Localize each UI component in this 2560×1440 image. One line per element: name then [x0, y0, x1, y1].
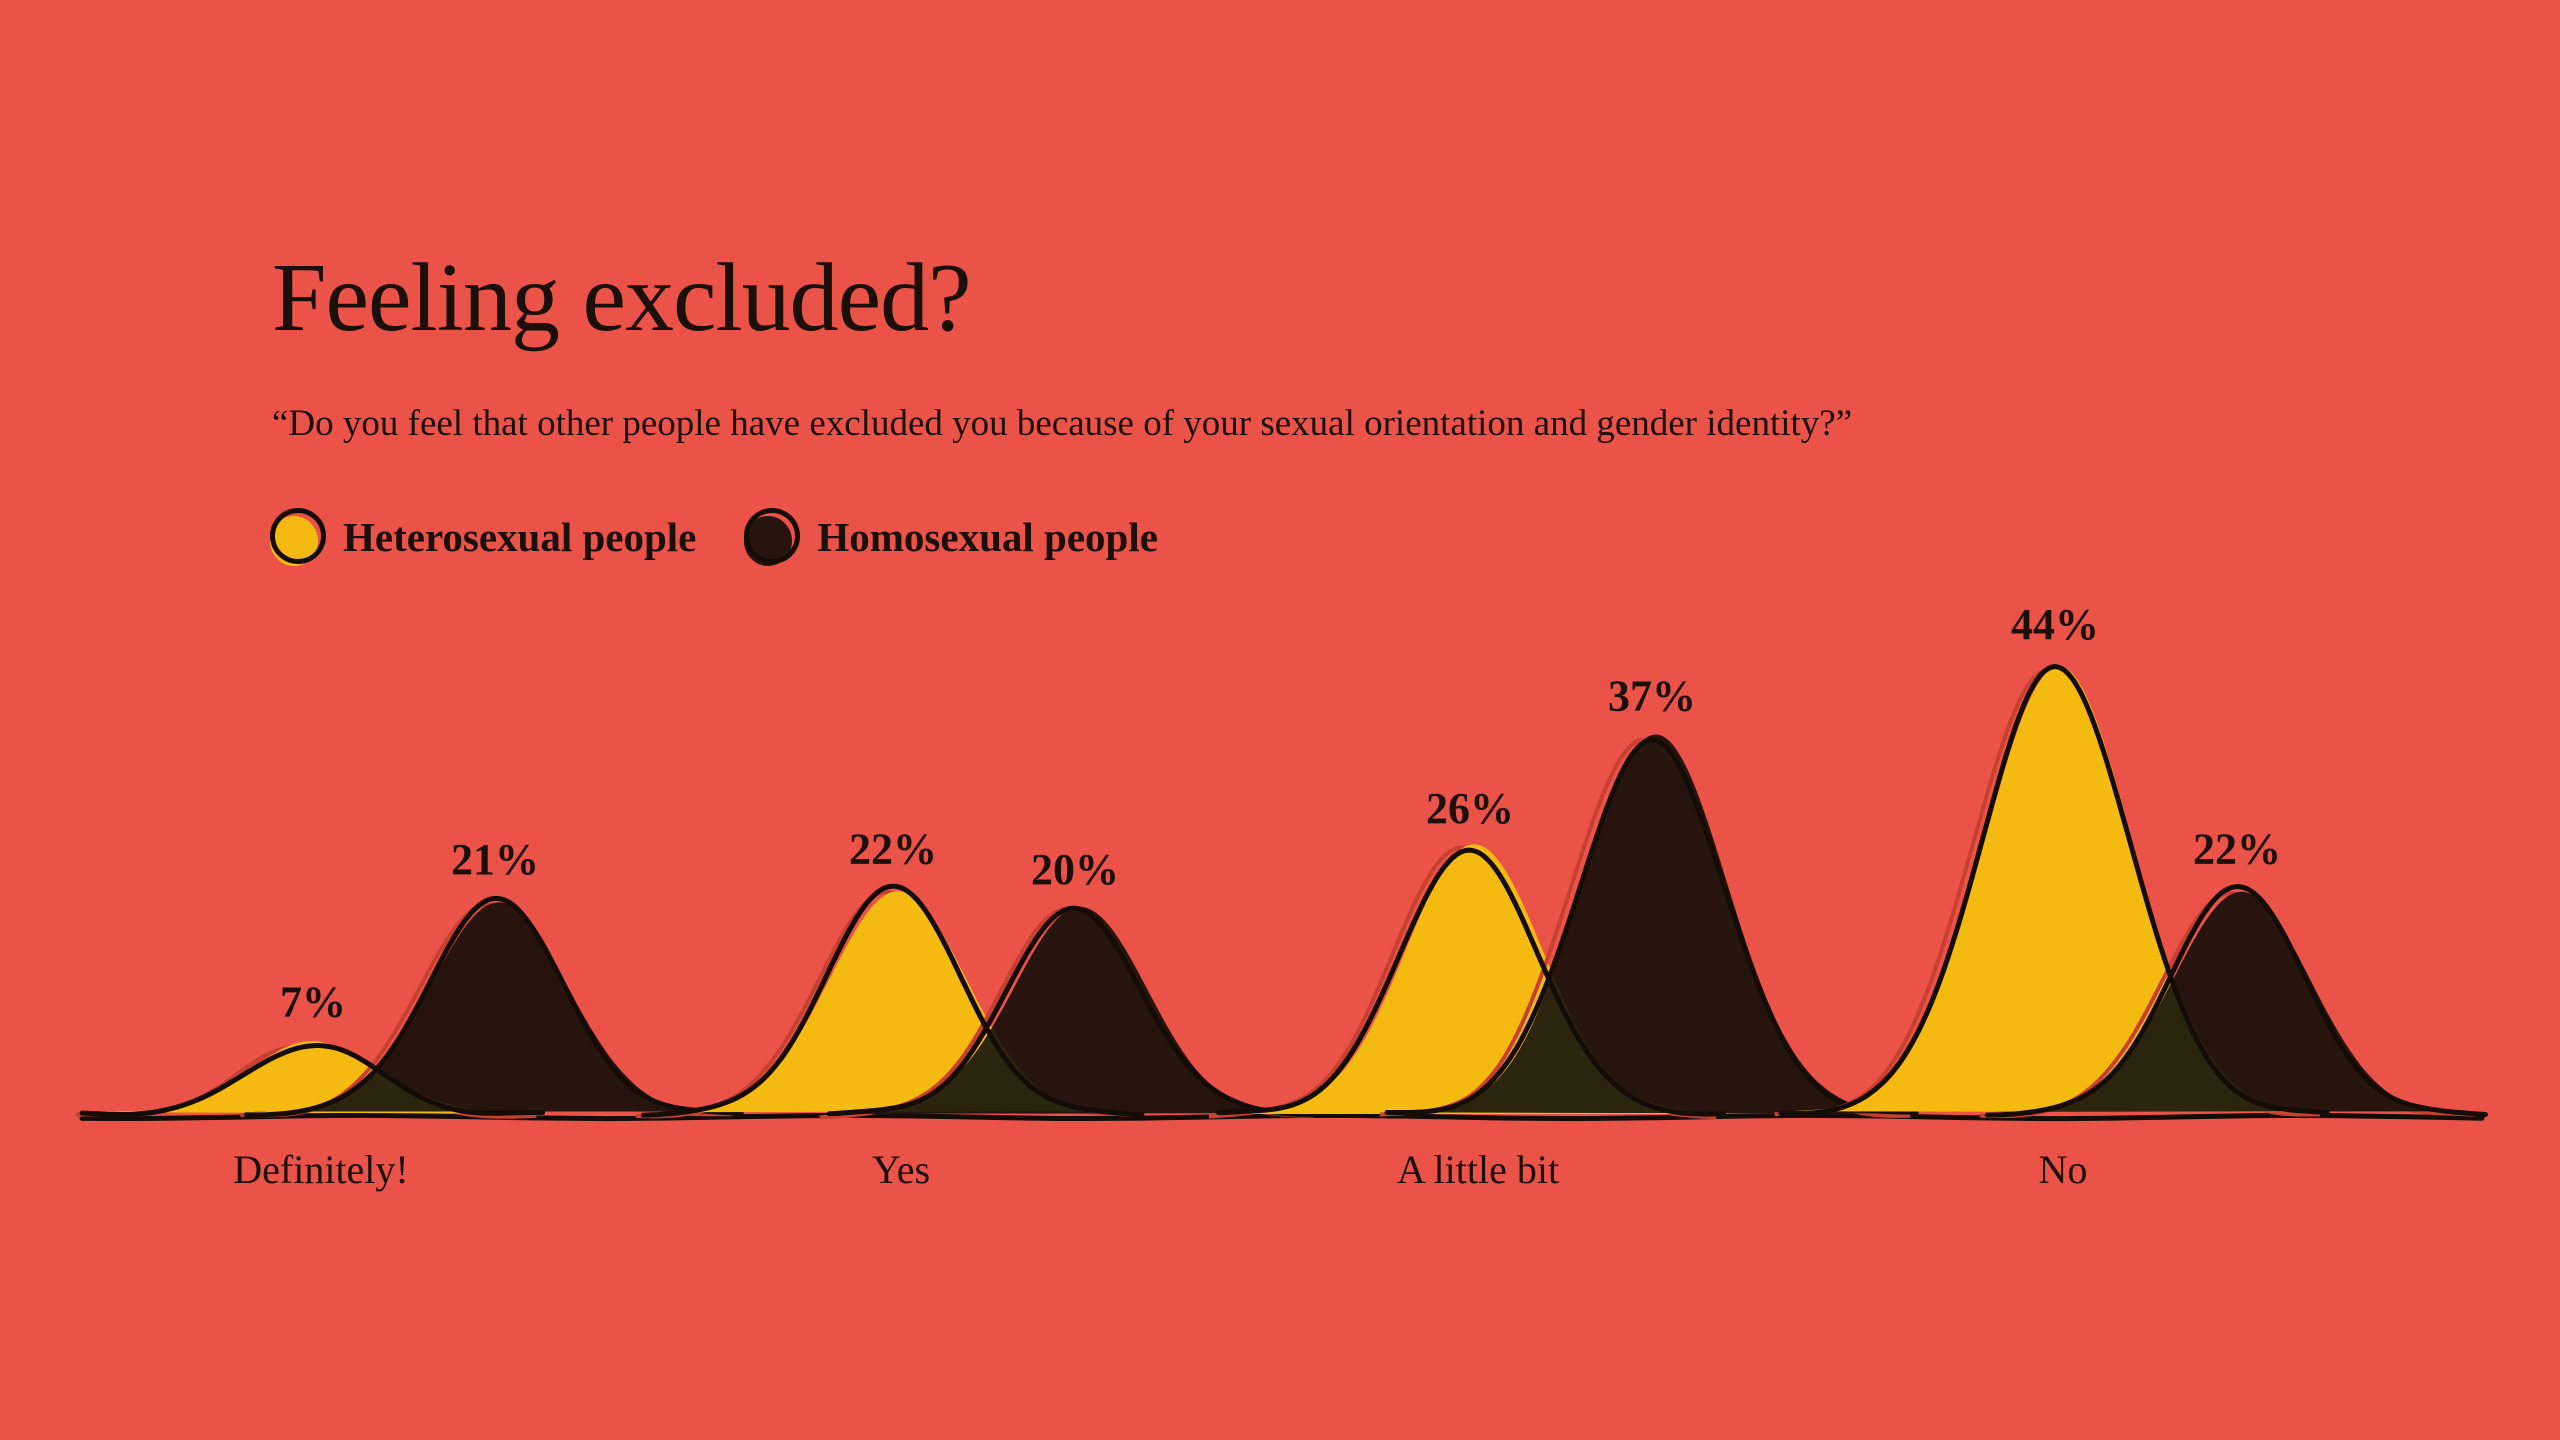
- answer-group-no: 44% 22% No: [1774, 600, 2488, 1192]
- legend: Heterosexual people Homosexual people: [266, 504, 1158, 568]
- value-label-heterosexual-definitely: 7%: [280, 978, 346, 1027]
- hill-heterosexual-yes: [648, 891, 1144, 1113]
- value-label-homosexual-a-little-bit: 37%: [1608, 672, 1696, 721]
- hill-homosexual-definitely: [253, 902, 746, 1112]
- value-label-homosexual-yes: 20%: [1031, 845, 1119, 894]
- value-label-heterosexual-yes: 22%: [849, 825, 937, 874]
- hill-outline-icon: [1216, 847, 1726, 1117]
- axis-label-no: No: [2039, 1147, 2088, 1192]
- swatch-fill: [270, 516, 318, 566]
- axis-label-yes: Yes: [872, 1147, 930, 1192]
- value-label-heterosexual-a-little-bit: 26%: [1426, 784, 1514, 833]
- value-label-heterosexual-no: 44%: [2011, 600, 2099, 649]
- answer-group-a-little-bit: 26% 37% A little bit: [1208, 672, 1923, 1192]
- hill-heterosexual-no: [1786, 666, 2333, 1113]
- value-label-homosexual-definitely: 21%: [451, 835, 539, 884]
- hill-outline-icon: [1384, 737, 1919, 1116]
- axis-label-definitely: Definitely!: [233, 1147, 409, 1192]
- hill-heterosexual-definitely: [87, 1041, 550, 1115]
- survey-question: “Do you feel that other people have excl…: [272, 403, 1853, 444]
- axis-label-a-little-bit: A little bit: [1397, 1147, 1559, 1192]
- hill-outline-icon: [79, 1043, 546, 1117]
- hill-homosexual-no: [1993, 891, 2488, 1113]
- answer-group-definitely: 7% 21% Definitely!: [75, 835, 746, 1192]
- swatch-fill: [744, 516, 793, 566]
- hill-outline-icon: [1778, 664, 2330, 1117]
- hill-outline-icon: [1984, 884, 2488, 1118]
- hill-outline-icon: [640, 883, 1145, 1118]
- legend-item-homosexual: Homosexual people: [740, 504, 1158, 568]
- legend-item-heterosexual: Heterosexual people: [266, 504, 697, 568]
- heterosexual-swatch-icon: [266, 504, 330, 568]
- legend-label-homosexual: Homosexual people: [817, 514, 1158, 560]
- hill-homosexual-yes: [831, 906, 1325, 1114]
- value-label-homosexual-no: 22%: [2193, 825, 2281, 874]
- homosexual-swatch-icon: [740, 504, 805, 568]
- hill-outline-icon: [243, 895, 744, 1118]
- hill-heterosexual-a-little-bit: [1220, 844, 1728, 1114]
- legend-label-heterosexual: Heterosexual people: [343, 514, 697, 560]
- hill-outline-icon: [827, 905, 1325, 1118]
- hill-homosexual-a-little-bit: [1391, 734, 1923, 1114]
- answer-group-yes: 22% 20% Yes: [635, 825, 1325, 1192]
- page-title: Feeling excluded?: [272, 244, 972, 352]
